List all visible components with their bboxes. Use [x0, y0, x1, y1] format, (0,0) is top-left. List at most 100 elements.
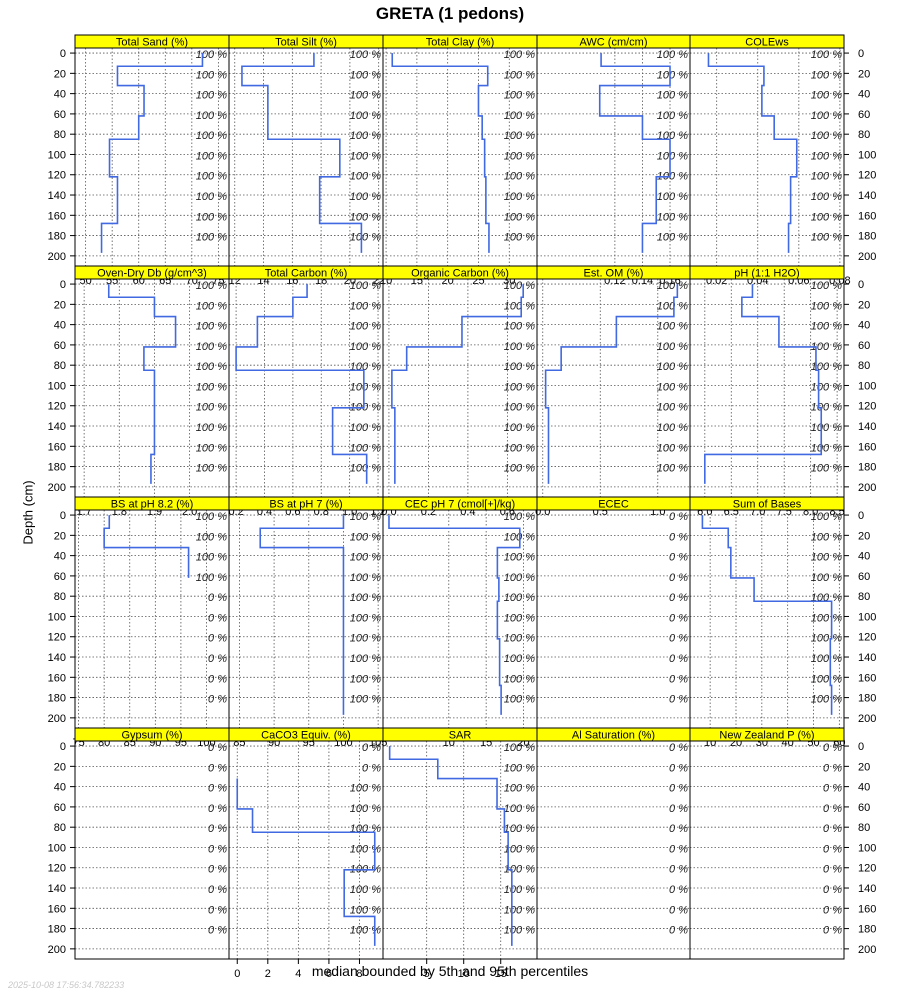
pct-label: 0 %	[669, 552, 688, 564]
pct-label: 100 %	[350, 783, 381, 795]
pct-label: 100 %	[196, 191, 227, 203]
y-tick-label: 80	[858, 591, 870, 603]
y-tick-label: 40	[858, 782, 870, 794]
pct-label: 100 %	[196, 531, 227, 543]
pct-label: 0 %	[669, 884, 688, 896]
x-tick-label: 15	[495, 968, 507, 980]
pct-label: 100 %	[350, 191, 381, 203]
pct-label: 100 %	[350, 463, 381, 475]
pct-label: 0 %	[208, 843, 227, 855]
pct-label: 100 %	[811, 341, 842, 353]
panel-strip-label: pH (1:1 H2O)	[734, 268, 799, 280]
pct-label: 100 %	[504, 572, 535, 584]
y-tick-label: 140	[48, 652, 66, 664]
pct-label: 0 %	[208, 694, 227, 706]
x-tick-label: 5	[424, 968, 430, 980]
pct-label: 100 %	[811, 300, 842, 312]
pct-label: 100 %	[657, 130, 688, 142]
pct-label: 100 %	[350, 402, 381, 414]
panel-16: Gypsum (%) 0 % 0 % 0 % 0 % 0 % 0 % 0 % 0 % 0 % 0 %…	[48, 727, 230, 960]
pct-label: 100 %	[657, 402, 688, 414]
y-tick-label: 120	[858, 401, 876, 413]
panel-strip-label: New Zealand P (%)	[719, 730, 814, 742]
panel-2: Total Silt (%) 100 % 100 % 100 % 100 % 100 % 1…	[228, 34, 385, 287]
pct-label: 100 %	[504, 150, 535, 162]
y-tick-label: 160	[48, 672, 66, 684]
pct-label: 100 %	[350, 694, 381, 706]
pct-label: 100 %	[196, 572, 227, 584]
y-tick-label: 60	[858, 571, 870, 583]
y-tick-label: 160	[48, 210, 66, 222]
pct-label: 100 %	[811, 280, 842, 292]
y-tick-label: 100	[48, 380, 66, 392]
median-profile-line	[391, 284, 524, 484]
pct-label: 100 %	[350, 572, 381, 584]
pct-label: 100 %	[504, 69, 535, 81]
pct-label: 100 %	[657, 211, 688, 223]
pct-label: 100 %	[350, 552, 381, 564]
pct-label: 100 %	[350, 150, 381, 162]
pct-label: 100 %	[196, 381, 227, 393]
pct-label: 0 %	[823, 884, 842, 896]
pct-label: 100 %	[811, 612, 842, 624]
y-tick-label: 200	[858, 251, 876, 263]
pct-label: 100 %	[811, 381, 842, 393]
pct-label: 0 %	[208, 742, 227, 754]
y-tick-label: 80	[54, 360, 66, 372]
pct-label: 0 %	[208, 592, 227, 604]
pct-label: 100 %	[504, 884, 535, 896]
pct-label: 100 %	[811, 211, 842, 223]
y-tick-label: 20	[858, 530, 870, 542]
pct-label: 100 %	[504, 742, 535, 754]
pct-label: 0 %	[823, 904, 842, 916]
pct-label: 100 %	[811, 110, 842, 122]
pct-label: 100 %	[350, 803, 381, 815]
pct-label: 100 %	[504, 321, 535, 333]
panel-strip-label: CaCO3 Equiv. (%)	[261, 730, 351, 742]
y-tick-label: 40	[858, 320, 870, 332]
panel-5: COLEws 100 % 100 % 100 % 100 % 100 % 100 % 100 …	[689, 34, 876, 287]
pct-label: 0 %	[208, 653, 227, 665]
y-tick-label: 100	[858, 842, 876, 854]
pct-label: 0 %	[669, 742, 688, 754]
pct-label: 100 %	[196, 49, 227, 61]
pct-label: 100 %	[350, 381, 381, 393]
panel-strip-label: BS at pH 8.2 (%)	[111, 499, 194, 511]
pct-label: 0 %	[208, 783, 227, 795]
pct-label: 100 %	[504, 592, 535, 604]
pct-label: 100 %	[504, 381, 535, 393]
y-tick-label: 180	[858, 462, 876, 474]
pct-label: 100 %	[196, 69, 227, 81]
panel-strip-label: Total Carbon (%)	[265, 268, 348, 280]
panel-strip-label: Sum of Bases	[733, 499, 802, 511]
pct-label: 100 %	[350, 321, 381, 333]
panel-strip-label: COLEws	[745, 37, 789, 49]
median-profile-line	[388, 515, 521, 715]
pct-label: 100 %	[811, 422, 842, 434]
panel-strip-label: Total Sand (%)	[116, 37, 188, 49]
median-profile-line	[598, 53, 671, 253]
pct-label: 0 %	[362, 762, 381, 774]
pct-label: 0 %	[669, 572, 688, 584]
pct-label: 0 %	[823, 803, 842, 815]
pct-label: 100 %	[657, 442, 688, 454]
y-tick-label: 140	[48, 190, 66, 202]
panel-18: SAR 100 % 100 % 100 % 100 % 100 % 100 % 100 % 10…	[382, 727, 538, 980]
pct-label: 100 %	[196, 300, 227, 312]
pct-label: 100 %	[196, 110, 227, 122]
pct-label: 100 %	[196, 361, 227, 373]
y-tick-label: 40	[54, 89, 66, 101]
pct-label: 100 %	[657, 422, 688, 434]
pct-label: 100 %	[350, 653, 381, 665]
pct-label: 100 %	[811, 653, 842, 665]
pct-label: 100 %	[657, 361, 688, 373]
y-tick-label: 120	[858, 632, 876, 644]
pct-label: 100 %	[350, 531, 381, 543]
y-tick-label: 0	[858, 279, 864, 291]
y-tick-label: 80	[858, 129, 870, 141]
y-tick-label: 40	[858, 551, 870, 563]
pct-label: 100 %	[811, 463, 842, 475]
pct-label: 0 %	[669, 511, 688, 523]
pct-label: 0 %	[823, 864, 842, 876]
pct-label: 0 %	[669, 925, 688, 937]
